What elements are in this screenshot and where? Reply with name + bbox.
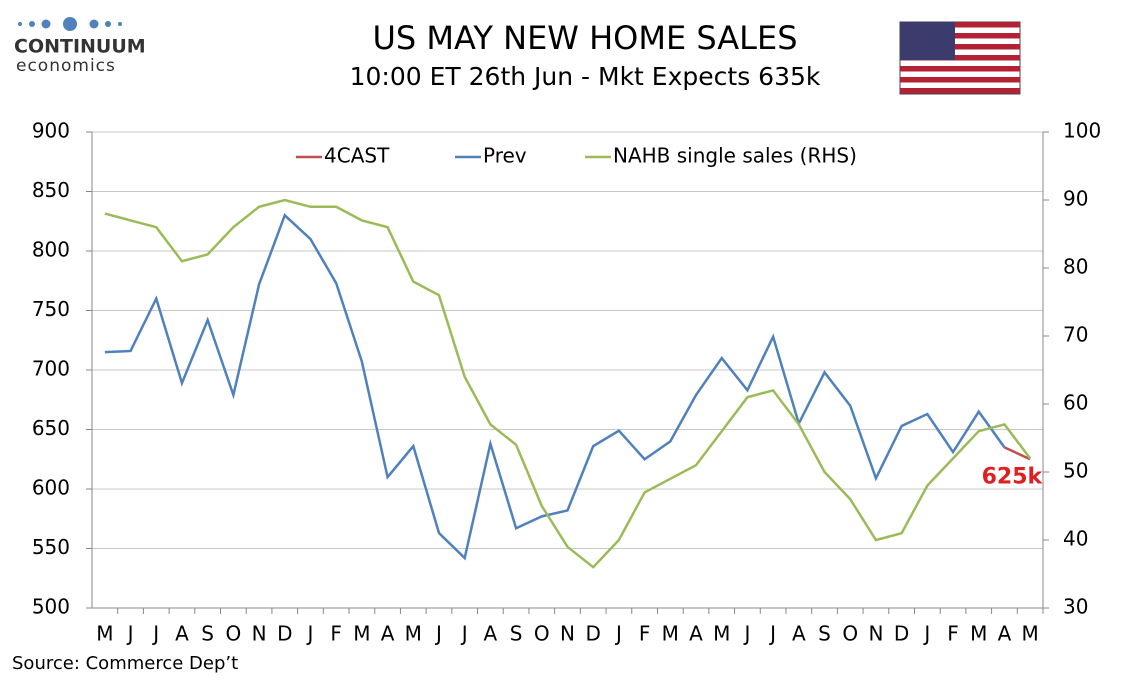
x-tick-label: J [434,622,442,646]
x-tick-label: F [639,622,651,646]
x-tick-label: A [381,622,395,646]
y2-tick-label: 50 [1063,459,1088,483]
brand-tagline: economics [16,56,116,76]
y-tick-label: 550 [32,535,70,559]
x-tick-label: A [484,622,498,646]
x-tick-label: O [842,622,858,646]
x-tick-label: F [947,622,959,646]
y-tick-label: 600 [32,476,70,500]
x-tick-label: J [742,622,750,646]
x-tick-label: S [201,622,214,646]
x-tick-label: M [96,622,113,646]
x-tick-label: M [1022,622,1039,646]
x-tick-label: A [792,622,806,646]
y-tick-label: 500 [32,595,70,619]
x-tick-label: M [662,622,679,646]
legend-label: 4CAST [324,144,390,168]
x-tick-label: D [277,622,292,646]
x-tick-label: D [894,622,909,646]
x-tick-label: O [534,622,550,646]
y-tick-label: 850 [32,178,70,202]
y-tick-label: 750 [32,297,70,321]
x-tick-label: A [689,622,703,646]
y2-tick-label: 70 [1063,323,1088,347]
y-tick-label: 800 [32,238,70,262]
y-tick-label: 900 [32,119,70,143]
y2-tick-label: 30 [1063,595,1088,619]
series-line [104,198,1032,569]
x-tick-label: S [818,622,831,646]
x-tick-label: S [510,622,523,646]
y-tick-label: 650 [32,416,70,440]
y2-tick-label: 90 [1063,187,1088,211]
chart-subtitle: 10:00 ET 26th Jun - Mkt Expects 635k [350,62,821,91]
x-tick-label: N [252,622,267,646]
source-note: Source: Commerce Dep’t [12,653,238,674]
y2-tick-label: 60 [1063,391,1088,415]
y2-tick-label: 80 [1063,255,1088,279]
x-tick-label: F [330,622,342,646]
chart-title: US MAY NEW HOME SALES [372,19,797,57]
x-tick-label: J [460,622,468,646]
legend-label: Prev [483,144,527,168]
y2-tick-label: 40 [1063,527,1088,551]
x-tick-label: A [175,622,189,646]
series-line [1003,446,1031,461]
logo: CONTINUUM economics [14,17,146,76]
x-tick-label: M [405,622,422,646]
x-tick-label: N [560,622,575,646]
x-tick-label: D [585,622,600,646]
x-tick-label: M [353,622,370,646]
y2-tick-label: 100 [1063,119,1101,143]
x-tick-label: J [614,622,622,646]
brand-name: CONTINUUM [14,36,146,58]
x-tick-label: A [998,622,1012,646]
x-tick-label: M [970,622,987,646]
data-label: 625k [982,464,1044,489]
legend-label: NAHB single sales (RHS) [613,144,857,168]
x-tick-label: M [713,622,730,646]
x-tick-label: O [225,622,241,646]
x-tick-label: J [151,622,159,646]
x-tick-label: J [922,622,930,646]
flag [899,21,1021,95]
x-tick-label: J [126,622,134,646]
y-tick-label: 700 [32,357,70,381]
series-line [104,213,1006,561]
x-tick-label: J [306,622,314,646]
x-tick-label: N [868,622,883,646]
x-tick-label: J [768,622,776,646]
